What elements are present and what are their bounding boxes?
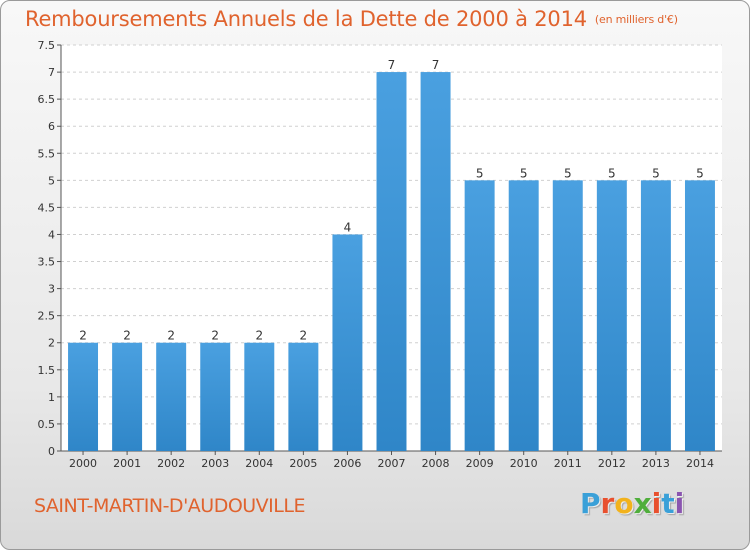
logo-letter: o xyxy=(614,487,634,520)
bar[interactable] xyxy=(596,180,627,452)
bar[interactable] xyxy=(508,180,539,452)
x-tick-label: 2014 xyxy=(686,457,714,470)
logo-letter: t xyxy=(661,487,675,520)
bar[interactable] xyxy=(376,72,407,452)
x-tick-label: 2008 xyxy=(422,457,450,470)
bar-value-label: 2 xyxy=(167,329,175,343)
bar-value-label: 7 xyxy=(388,58,396,72)
x-tick-label: 2012 xyxy=(598,457,626,470)
chart-unit-note: (en milliers d'€) xyxy=(594,13,678,26)
bar[interactable] xyxy=(244,342,275,451)
logo-letter: r xyxy=(600,487,615,520)
y-tick-label: 2 xyxy=(48,337,55,350)
logo-letter: i xyxy=(674,487,685,520)
x-tick-label: 2011 xyxy=(554,457,582,470)
bar-value-label: 2 xyxy=(211,329,219,343)
bar-value-label: 5 xyxy=(564,166,572,180)
bar[interactable] xyxy=(640,180,671,452)
bar[interactable] xyxy=(156,342,187,451)
bar[interactable] xyxy=(420,72,451,452)
bar-value-label: 7 xyxy=(432,58,440,72)
y-tick-label: 3 xyxy=(48,283,55,296)
x-tick-label: 2001 xyxy=(113,457,141,470)
x-tick-label: 2006 xyxy=(333,457,361,470)
y-tick-label: 3.5 xyxy=(38,256,56,269)
x-tick-label: 2004 xyxy=(245,457,273,470)
y-tick-label: 1.5 xyxy=(38,364,56,377)
x-tick-label: 2009 xyxy=(466,457,494,470)
y-tick-label: 7 xyxy=(48,66,55,79)
bar-value-label: 4 xyxy=(344,220,352,234)
y-tick-label: 6 xyxy=(48,120,55,133)
logo-letter: i xyxy=(651,487,662,520)
y-tick-label: 2.5 xyxy=(38,310,56,323)
y-tick-label: 4 xyxy=(48,228,55,241)
bar[interactable] xyxy=(288,342,319,451)
proxiti-logo[interactable]: Proxiti xyxy=(580,487,684,520)
bar[interactable] xyxy=(684,180,715,452)
bar-value-label: 2 xyxy=(79,329,87,343)
y-tick-label: 6.5 xyxy=(38,93,56,106)
y-tick-label: 7.5 xyxy=(38,39,56,52)
chart-title-text: Remboursements Annuels de la Dette de 20… xyxy=(25,7,587,31)
y-tick-label: 0.5 xyxy=(38,418,56,431)
x-tick-label: 2003 xyxy=(201,457,229,470)
y-tick-label: 5.5 xyxy=(38,147,56,160)
commune-name: SAINT-MARTIN-D'AUDOUVILLE xyxy=(34,495,305,517)
bar-value-label: 2 xyxy=(255,329,263,343)
y-tick-label: 1 xyxy=(48,391,55,404)
x-tick-label: 2002 xyxy=(157,457,185,470)
x-tick-label: 2007 xyxy=(378,457,406,470)
y-tick-label: 0 xyxy=(48,445,55,458)
bar-value-label: 2 xyxy=(300,329,308,343)
bar[interactable] xyxy=(552,180,583,452)
bar-value-label: 5 xyxy=(476,166,484,180)
x-tick-label: 2005 xyxy=(289,457,317,470)
chart-title: Remboursements Annuels de la Dette de 20… xyxy=(25,7,678,31)
bar[interactable] xyxy=(332,234,363,451)
x-tick-label: 2013 xyxy=(642,457,670,470)
y-tick-label: 5 xyxy=(48,174,55,187)
bar-value-label: 5 xyxy=(520,166,528,180)
bar-value-label: 2 xyxy=(123,329,131,343)
bar[interactable] xyxy=(68,342,99,451)
bar-value-label: 5 xyxy=(608,166,616,180)
bar[interactable] xyxy=(112,342,143,451)
bar-value-label: 5 xyxy=(696,166,704,180)
x-tick-label: 2010 xyxy=(510,457,538,470)
logo-letter: x xyxy=(633,487,652,520)
y-tick-label: 4.5 xyxy=(38,201,56,214)
bar-value-label: 5 xyxy=(652,166,660,180)
bar[interactable] xyxy=(464,180,495,452)
logo-letter: P xyxy=(580,487,601,520)
bar[interactable] xyxy=(200,342,231,451)
x-tick-label: 2000 xyxy=(69,457,97,470)
